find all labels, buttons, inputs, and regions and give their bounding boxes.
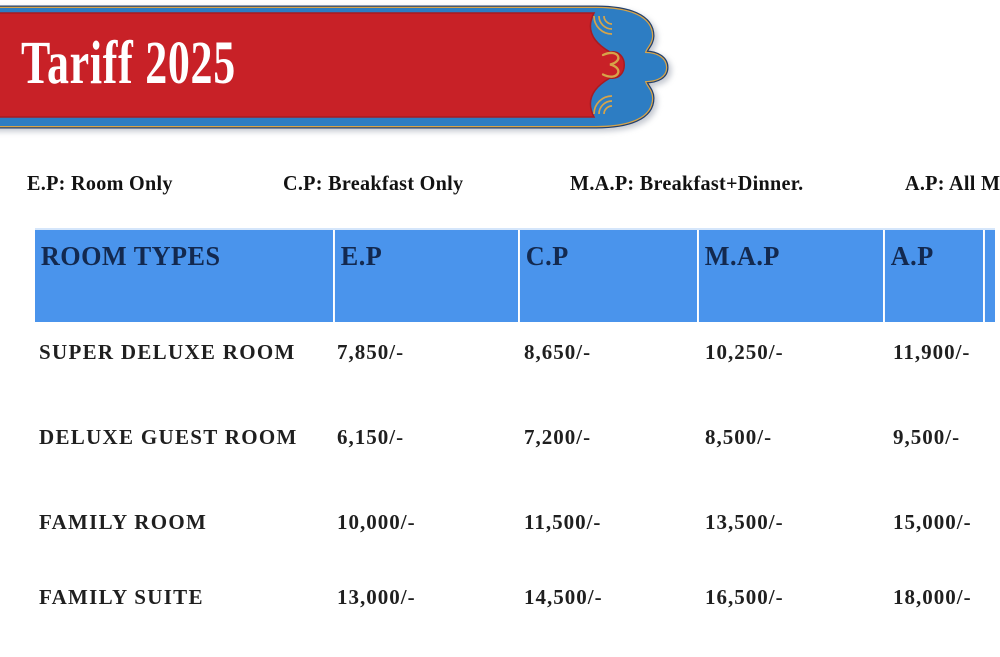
price-cell-cp: 8,650/- <box>524 340 592 364</box>
price-cell-cp: 14,500/- <box>524 585 603 609</box>
price-cell-ap: 11,900/- <box>893 340 971 364</box>
room-type-cell: FAMILY ROOM <box>39 510 208 534</box>
column-header-map: M.A.P <box>697 230 877 322</box>
tariff-table: ROOM TYPES E.P C.P M.A.P A.P SUPER DELUX… <box>35 228 995 648</box>
ribbon-banner <box>0 5 669 129</box>
room-type-cell: SUPER DELUXE ROOM <box>39 340 296 364</box>
table-header-row: ROOM TYPES E.P C.P M.A.P A.P <box>35 228 995 322</box>
price-cell-ep: 13,000/- <box>337 585 416 609</box>
legend-ap: A.P: All Meals <box>905 171 1000 195</box>
price-cell-ep: 7,850/- <box>337 340 405 364</box>
price-cell-ep: 6,150/- <box>337 425 405 449</box>
column-header-ep: E.P <box>333 230 512 322</box>
legend-ep: E.P: Room Only <box>27 171 173 195</box>
legend-cp: C.P: Breakfast Only <box>283 171 464 195</box>
column-header-stub <box>983 230 995 322</box>
table-row: DELUXE GUEST ROOM 6,150/- 7,200/- 8,500/… <box>35 423 995 451</box>
price-cell-map: 10,250/- <box>705 340 784 364</box>
price-cell-ep: 10,000/- <box>337 510 416 534</box>
price-cell-ap: 18,000/- <box>893 585 972 609</box>
column-header-ap: A.P <box>883 230 980 322</box>
column-header-room-types: ROOM TYPES <box>40 241 221 271</box>
fan-ornament-bottom-icon <box>593 95 613 115</box>
room-type-cell: DELUXE GUEST ROOM <box>39 425 298 449</box>
scroll-ornament-icon <box>601 51 620 78</box>
price-cell-cp: 7,200/- <box>524 425 592 449</box>
banner-red-ribbon <box>0 12 625 118</box>
price-cell-map: 16,500/- <box>705 585 784 609</box>
page-title: Tariff 2025 <box>21 30 236 97</box>
fan-ornament-top-icon <box>593 15 613 35</box>
price-cell-map: 13,500/- <box>705 510 784 534</box>
price-cell-map: 8,500/- <box>705 425 773 449</box>
price-cell-cp: 11,500/- <box>524 510 602 534</box>
room-type-cell: FAMILY SUITE <box>39 585 204 609</box>
column-header-cp: C.P <box>518 230 692 322</box>
price-cell-ap: 15,000/- <box>893 510 972 534</box>
table-row: FAMILY ROOM 10,000/- 11,500/- 13,500/- 1… <box>35 508 995 536</box>
legend-map: M.A.P: Breakfast+Dinner. <box>570 171 804 195</box>
table-row: FAMILY SUITE 13,000/- 14,500/- 16,500/- … <box>35 583 995 611</box>
price-cell-ap: 9,500/- <box>893 425 961 449</box>
table-row: SUPER DELUXE ROOM 7,850/- 8,650/- 10,250… <box>35 338 995 366</box>
